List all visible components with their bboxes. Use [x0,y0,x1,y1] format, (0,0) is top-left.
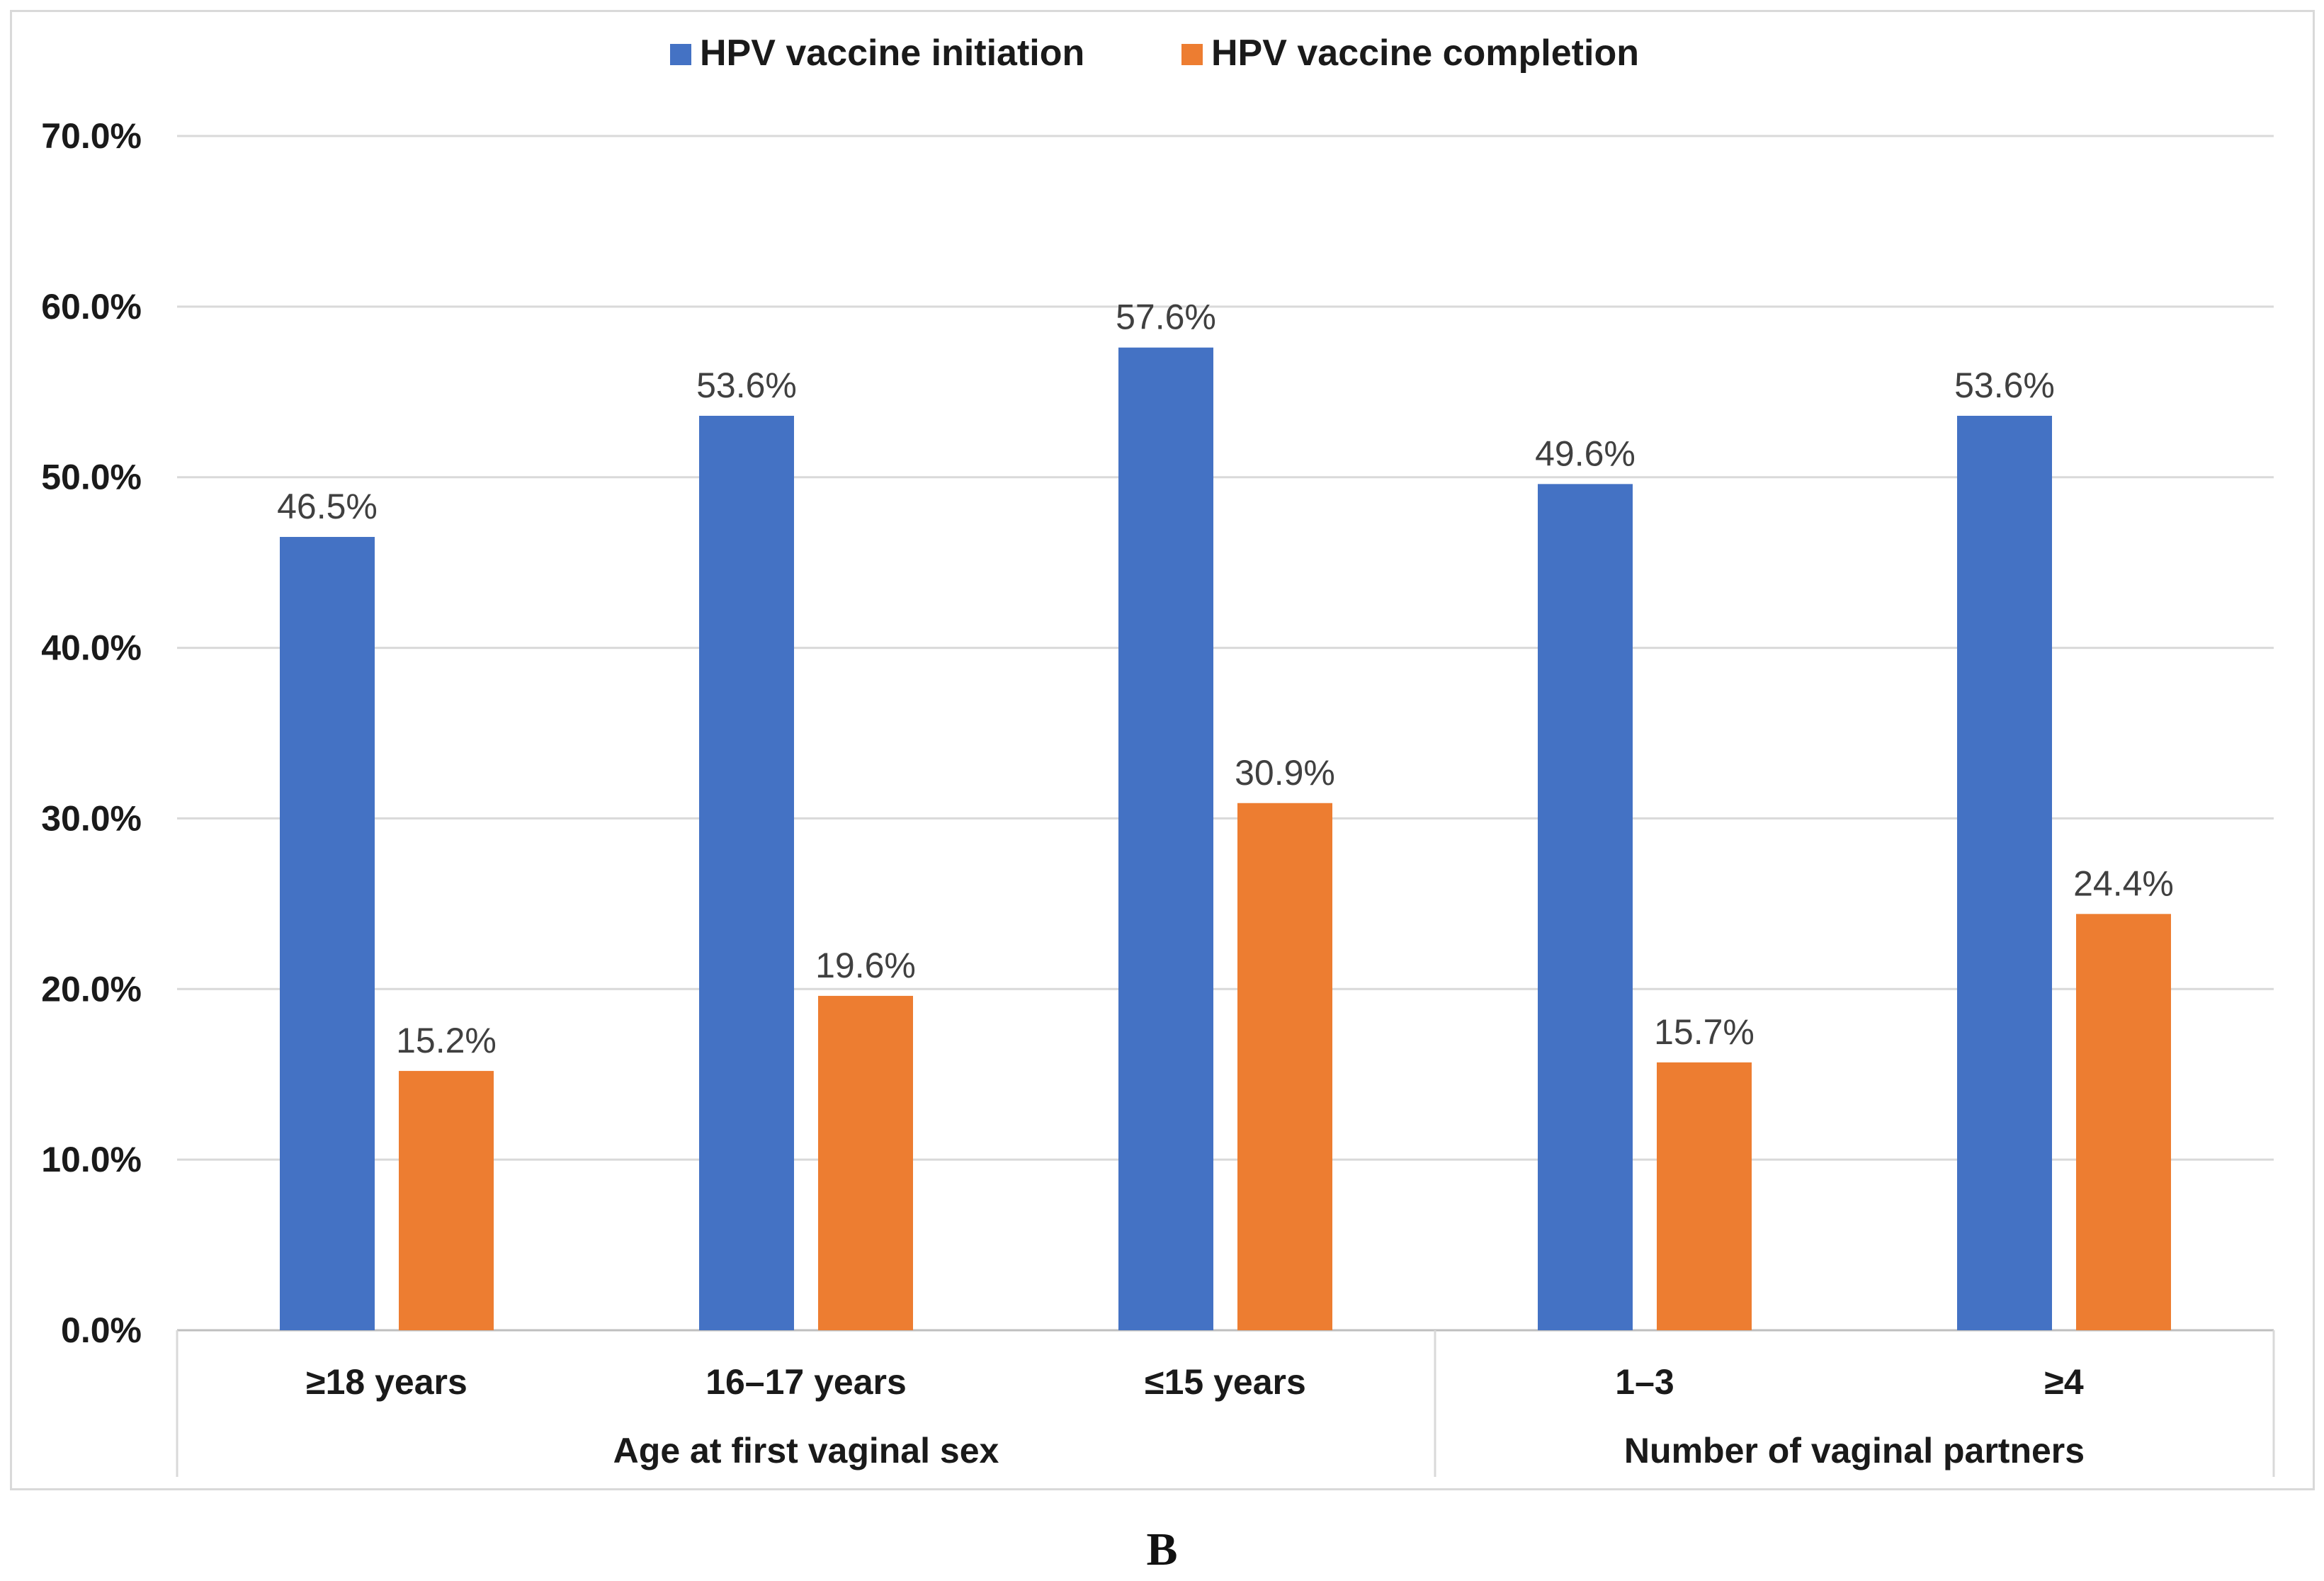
legend-swatch-initiation [670,44,691,65]
data-labels: 46.5% 15.2% 53.6% 19.6% 57.6% 30.9% 49.6% 15.7%… [277,298,2174,1060]
x-tick-label: 16–17 years [705,1362,907,1402]
y-tick-label: 20.0% [41,969,142,1009]
y-tick-label: 50.0% [41,458,142,497]
panel-label: B [1146,1524,1178,1575]
legend-swatch-completion [1181,44,1203,65]
data-label: 19.6% [815,946,916,985]
y-tick-label: 40.0% [41,628,142,668]
gridlines [177,135,2274,1332]
legend: HPV vaccine initiation HPV vaccine comple… [670,33,1639,74]
data-label: 46.5% [277,487,378,526]
x-group-label: Number of vaginal partners [1624,1431,2085,1470]
y-tick-label: 60.0% [41,287,142,327]
x-tick-label: 1–3 [1615,1362,1674,1402]
y-tick-label: 10.0% [41,1140,142,1179]
legend-label: HPV vaccine initiation [700,33,1084,74]
bar-initiation [1538,484,1633,1330]
data-label: 49.6% [1535,434,1636,473]
bars [280,347,2171,1331]
data-label: 53.6% [1954,366,2055,405]
bar-completion [1657,1062,1752,1330]
data-label: 24.4% [2073,863,2174,903]
x-tick-label: ≤15 years [1145,1362,1306,1402]
bar-initiation [1957,416,2052,1330]
data-label: 53.6% [696,366,797,405]
bar-completion [399,1070,494,1330]
x-tick-label: ≥18 years [306,1362,467,1402]
chart-frame [10,10,2315,1490]
bar-completion [1237,803,1332,1330]
x-tick-label: ≥4 [2044,1362,2083,1402]
bar-initiation [280,537,375,1330]
data-label: 57.6% [1116,298,1216,337]
y-tick-label: 0.0% [61,1310,142,1350]
y-tick-label: 30.0% [41,798,142,838]
x-group-label: Age at first vaginal sex [613,1431,999,1470]
bar-completion [2076,914,2171,1330]
data-label: 30.9% [1235,753,1335,793]
bar-completion [818,995,913,1330]
bar-initiation [1118,347,1213,1331]
x-axis: ≥18 years 16–17 years ≤15 years 1–3 ≥4 Age at… [176,1330,2275,1477]
data-label: 15.2% [396,1021,497,1060]
bar-initiation [699,416,794,1330]
data-label: 15.7% [1654,1012,1755,1052]
y-axis-ticks: 0.0% 10.0% 20.0% 30.0% 40.0% 50.0% 60.0% 70.0% [41,116,142,1350]
y-tick-label: 70.0% [41,116,142,156]
legend-label: HPV vaccine completion [1211,33,1639,74]
